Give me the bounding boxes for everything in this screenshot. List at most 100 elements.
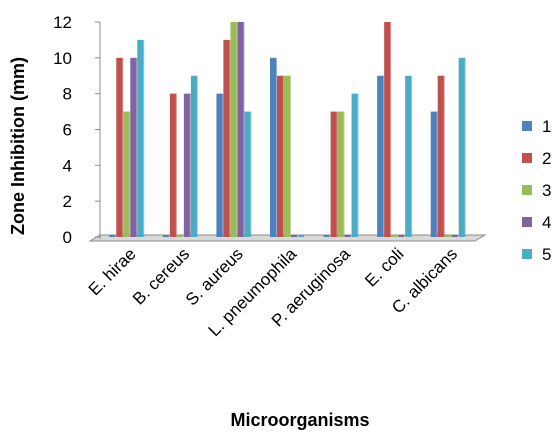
x-category-label: B. cereus [129,244,193,308]
bar-side [342,111,345,237]
bar [109,235,116,237]
y-axis-title: Zone Inhibition (mm) [8,57,28,235]
bar-side [242,22,245,237]
legend-label: 4 [542,213,551,232]
bar-face [377,75,384,237]
legend-label: 1 [542,117,551,136]
bar [451,235,458,237]
bar-face [458,57,465,238]
bar-side [463,57,466,238]
bar-side [228,39,231,237]
bar [169,93,177,238]
bar-face [130,57,137,238]
y-tick-label: 10 [53,49,72,68]
bar-face [351,93,358,238]
bar [270,57,277,238]
y-tick-label: 4 [63,156,72,175]
bar-face [291,235,297,237]
y-tick-label: 12 [53,13,72,32]
y-tick-label: 0 [63,228,72,247]
bar [458,57,466,238]
bar-face [176,235,183,237]
bar [398,235,405,237]
axes-group [95,21,101,239]
legend-swatch [522,121,532,131]
bar [237,22,245,237]
bar-side [275,57,277,238]
legend-swatch [522,249,532,259]
bar [298,235,304,237]
bar-face [237,22,244,237]
bar [130,57,138,238]
bar-side [135,57,138,238]
legend-item: 3 [522,181,551,200]
y-tick-label: 2 [63,192,72,211]
bar-side [335,111,338,237]
bar-face [284,75,290,237]
bar [337,111,345,237]
legend-swatch [522,153,532,163]
bar-face [223,39,230,237]
bar-side [356,93,359,238]
bar-face [405,75,412,237]
y-tick-labels: 0 2 4 6 8 10 12 [53,13,72,247]
bar-face [277,75,283,237]
bar-face [137,39,144,237]
bar [277,75,284,237]
bar-side [435,111,438,237]
bar [244,111,252,237]
bar [123,111,131,237]
bar-face [123,111,130,237]
bar-side [121,57,124,238]
bar-side [410,75,413,237]
y-tick-label: 6 [63,121,72,140]
bar-side [195,75,198,237]
bar [291,235,297,237]
bar [216,93,224,238]
bar-face [183,93,190,238]
bar-face [162,235,169,237]
legend-label: 2 [542,149,551,168]
bar [430,111,438,237]
bar-face [270,57,276,238]
bar-side [442,75,445,237]
bar-face [444,235,451,237]
bar-side [282,75,284,237]
bar-face [230,22,237,237]
bar [330,111,338,237]
bar [284,75,291,237]
bar [377,75,385,237]
bar-face [337,111,344,237]
bar [183,93,191,238]
legend-label: 5 [542,245,551,264]
bar-side [289,75,291,237]
bar-side [142,39,145,237]
bar-face [244,111,251,237]
bar-face [330,111,337,237]
legend-swatch [522,185,532,195]
bars-group [109,22,466,238]
bar [437,75,445,237]
bar [176,235,183,237]
bar-side [128,111,131,237]
bar-face [169,93,176,238]
bar [384,22,392,237]
legend: 1 2 3 4 5 [522,117,551,264]
bar-face [391,235,398,237]
bar-face [116,57,123,238]
y-tick-label: 8 [63,85,72,104]
x-category-label: E. coli [361,244,407,290]
bar-side [249,111,252,237]
bar-face [216,93,223,238]
bar [190,75,198,237]
bar [230,22,238,237]
bar [351,93,359,238]
bar-side [174,93,177,238]
bar [444,235,451,237]
bar-face [451,235,458,237]
bar [162,235,169,237]
legend-item: 2 [522,149,551,168]
